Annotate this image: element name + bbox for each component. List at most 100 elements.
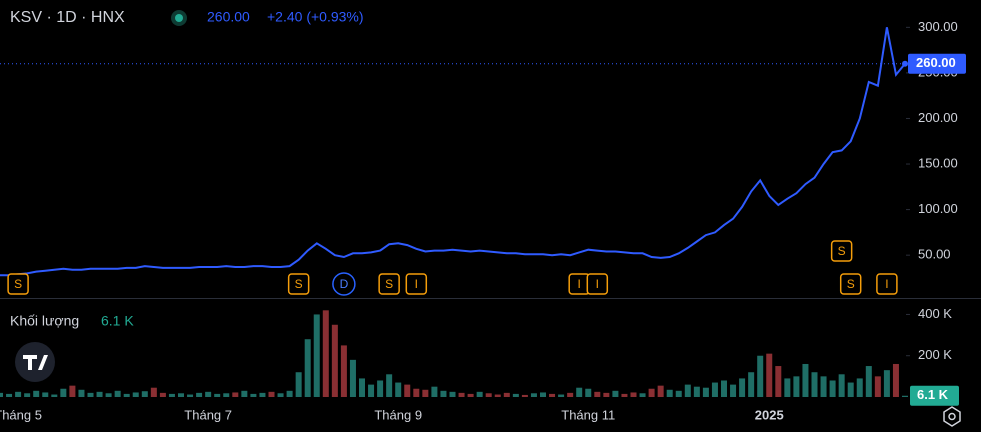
event-label[interactable]: I <box>885 277 888 291</box>
volume-bar <box>648 388 655 397</box>
event-box[interactable] <box>830 240 853 262</box>
event-box[interactable] <box>287 273 310 295</box>
settings-icon-center[interactable] <box>948 412 956 421</box>
event-marker[interactable]: I <box>568 273 590 295</box>
volume-bar <box>322 310 329 397</box>
volume-bar <box>657 385 664 397</box>
event-box[interactable] <box>378 273 400 295</box>
volume-bar <box>277 393 284 397</box>
volume-bar <box>250 393 257 397</box>
event-label[interactable]: I <box>415 277 418 291</box>
logo-bg[interactable] <box>15 342 55 382</box>
event-box[interactable] <box>876 273 898 295</box>
settings-button[interactable] <box>943 406 961 427</box>
event-label[interactable]: S <box>14 277 22 291</box>
volume-title: Khối lượng <box>10 313 79 329</box>
x-tick-label: Tháng 7 <box>184 407 232 422</box>
volume-bar <box>530 393 537 397</box>
volume-last-box <box>910 385 959 406</box>
volume-bar <box>33 390 40 397</box>
volume-bar <box>304 339 311 397</box>
volume-bar <box>168 393 175 397</box>
last-price-label: 260.00 <box>916 55 956 70</box>
volume-bar <box>404 384 411 397</box>
volume-bar <box>159 392 166 397</box>
volume-bar <box>60 388 67 397</box>
volume-bar <box>775 366 782 397</box>
event-label[interactable]: S <box>847 277 855 291</box>
y-tick-label: 200 K <box>918 347 952 362</box>
status-dot <box>175 14 183 22</box>
y-tick-label: 50.00 <box>918 247 951 262</box>
volume-bar <box>150 387 157 397</box>
volume-bar <box>196 392 203 397</box>
volume-bar <box>232 392 239 397</box>
volume-bar <box>856 378 863 397</box>
event-label[interactable]: D <box>340 277 349 291</box>
volume-bar <box>512 393 519 397</box>
event-marker[interactable]: S <box>378 273 400 295</box>
volume-bar <box>259 392 266 397</box>
volume-bar <box>114 390 121 397</box>
volume-bar <box>15 391 22 397</box>
volume-bar <box>576 387 583 397</box>
volume-bar <box>883 370 890 397</box>
event-box[interactable] <box>586 273 609 295</box>
event-label[interactable]: S <box>385 277 393 291</box>
volume-bar <box>368 384 375 397</box>
volume-bar <box>377 380 384 397</box>
volume-last-label: 6.1 K <box>917 387 949 402</box>
last-price-dot <box>902 60 908 67</box>
volume-bar <box>413 388 420 397</box>
price-change: +2.40 (+0.93%) <box>267 9 364 25</box>
volume-bar <box>6 393 13 397</box>
logo[interactable] <box>15 342 55 382</box>
event-marker[interactable]: I <box>876 273 898 295</box>
event-marker[interactable]: S <box>287 273 310 295</box>
volume-bar <box>639 393 646 397</box>
volume-bar <box>331 324 338 397</box>
volume-bar <box>630 392 637 397</box>
event-box[interactable] <box>332 272 356 296</box>
event-label[interactable]: I <box>578 277 581 291</box>
volume-bar <box>874 376 881 397</box>
event-label[interactable]: S <box>295 277 303 291</box>
volume-bar <box>467 393 474 397</box>
volume-bar <box>395 382 402 397</box>
event-box[interactable] <box>839 273 862 295</box>
event-marker[interactable]: S <box>830 240 853 262</box>
volume-bar <box>802 363 809 397</box>
volume-bar <box>485 393 492 397</box>
y-tick-label: 100.00 <box>918 201 958 216</box>
volume-bar <box>558 394 565 397</box>
volume-bar <box>422 389 429 397</box>
event-marker[interactable]: S <box>7 273 29 295</box>
volume-bar <box>449 391 456 397</box>
volume-bar <box>313 314 320 397</box>
event-marker[interactable]: I <box>586 273 609 295</box>
event-label[interactable]: S <box>838 244 846 258</box>
logo-mark[interactable] <box>23 355 48 370</box>
volume-bar <box>141 391 148 397</box>
event-box[interactable] <box>7 273 29 295</box>
volume-bar <box>241 390 248 397</box>
event-marker[interactable]: I <box>405 273 428 295</box>
settings-icon[interactable] <box>943 406 961 427</box>
volume-bar <box>902 395 908 397</box>
volume-bar <box>892 363 899 397</box>
volume-bar <box>349 359 356 397</box>
event-marker[interactable]: S <box>839 273 862 295</box>
event-box[interactable] <box>405 273 428 295</box>
event-marker[interactable]: D <box>332 272 356 296</box>
volume-bar <box>793 376 800 397</box>
volume-bar <box>567 392 574 397</box>
volume-bar <box>476 391 483 397</box>
event-label[interactable]: I <box>596 277 599 291</box>
volume-bar <box>340 345 347 397</box>
volume-bar <box>711 382 718 397</box>
volume-bar <box>187 394 194 397</box>
volume-bar <box>693 386 700 397</box>
volume-bar <box>585 388 592 397</box>
